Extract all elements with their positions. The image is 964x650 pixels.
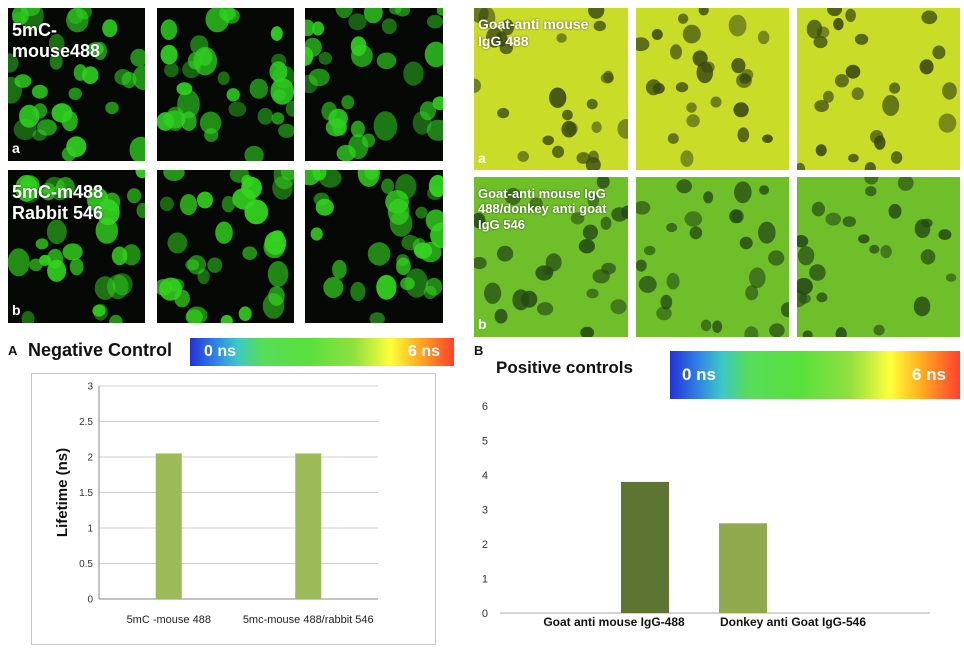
scale-max-label: 6 ns xyxy=(407,343,440,360)
image-tile xyxy=(157,8,294,161)
y-tick-label: 5 xyxy=(482,436,488,448)
y-tick-label: 4 xyxy=(482,470,488,482)
row-b-label: Goat-anti mouse IgG 488/donkey anti goat… xyxy=(478,186,607,232)
panel-letter-a: A xyxy=(8,343,18,358)
row-a-label: 5mC- mouse488 xyxy=(12,20,101,62)
x-tick-label: Goat anti mouse IgG-488 xyxy=(543,615,685,629)
row-a-letter: a xyxy=(12,140,20,156)
image-tile xyxy=(474,177,628,337)
scale-min-label: 0 ns xyxy=(682,365,717,384)
image-tile xyxy=(305,8,443,161)
image-tile xyxy=(157,170,294,323)
image-tile xyxy=(797,177,960,337)
scale-max-label: 6 ns xyxy=(911,365,946,384)
negative-control-chart-frame xyxy=(31,373,436,645)
panel-letter-b: B xyxy=(474,343,484,358)
y-tick-label: 6 xyxy=(482,401,488,413)
negative-control-title: Negative Control xyxy=(28,340,173,360)
image-tile xyxy=(636,8,789,170)
y-tick-label: 0 xyxy=(482,608,488,620)
row-a-letter: a xyxy=(478,150,486,166)
image-tile xyxy=(8,8,145,161)
image-tile xyxy=(474,8,628,170)
row-b-letter: b xyxy=(12,302,21,318)
image-tile xyxy=(636,177,789,337)
lifetime-color-scale: 0 ns 6 ns xyxy=(190,338,454,366)
row-b-letter: b xyxy=(478,316,487,332)
positive-controls-title: Positive controls xyxy=(496,358,633,377)
lifetime-color-scale: 0 ns 6 ns xyxy=(670,351,960,399)
scale-min-label: 0 ns xyxy=(204,343,237,360)
image-tile xyxy=(8,170,145,323)
bar xyxy=(719,523,767,613)
x-tick-label: Donkey anti Goat IgG-546 xyxy=(720,615,866,629)
y-tick-label: 3 xyxy=(482,505,488,517)
row-b-label: 5mC-m488 Rabbit 546 xyxy=(12,182,104,224)
y-tick-label: 2 xyxy=(482,539,488,551)
bar xyxy=(621,481,669,613)
image-tile xyxy=(797,8,960,170)
image-tile xyxy=(305,170,443,323)
row-a-label: Goat-anti mouse IgG 488 xyxy=(478,16,589,49)
y-tick-label: 1 xyxy=(482,574,488,586)
